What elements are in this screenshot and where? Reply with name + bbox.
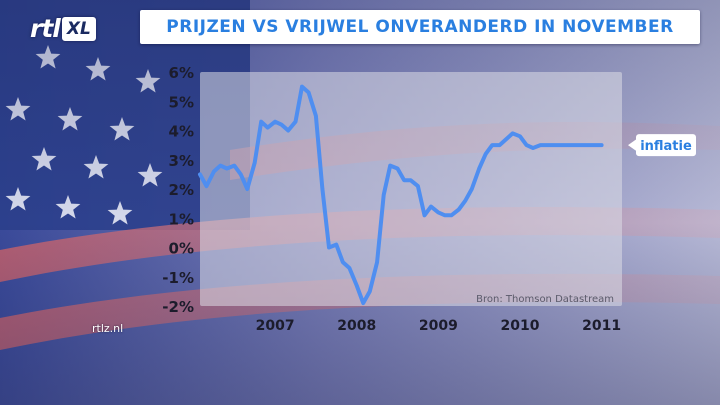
data-point [525,144,528,146]
data-point [301,86,303,88]
data-point [491,144,493,146]
series-label-text: inflatie [640,139,692,154]
data-point [450,214,452,216]
data-point [376,261,378,263]
data-point [403,179,405,181]
series-line-inflatie [198,84,604,306]
data-point [348,267,350,269]
data-point [246,188,248,190]
data-point [369,290,371,292]
data-point [430,206,432,208]
x-tick-label: 2008 [337,318,376,334]
x-tick-label: 2009 [419,318,458,334]
data-point [505,138,507,140]
data-point [587,144,589,146]
data-point [342,261,344,263]
data-point [233,165,235,167]
y-axis: 6% 5% 4% 3% 2% 1% 0% -1% -2% [162,64,194,316]
data-point [519,135,521,137]
y-tick-label: 0% [169,240,194,258]
data-point [580,144,582,146]
data-point [321,188,323,190]
data-point [601,144,603,146]
title-bar: PRIJZEN VS VRIJWEL ONVERANDERD IN NOVEMB… [140,10,700,44]
data-point [539,144,542,146]
data-point [205,185,208,187]
data-point [437,211,439,213]
data-point [267,127,269,129]
y-tick-label: 6% [169,64,194,82]
channel-logo: rtl XL [30,14,96,43]
y-tick-label: 3% [169,152,194,170]
x-tick-label: 2007 [256,318,295,334]
data-point [444,214,446,216]
data-point [566,144,568,146]
source-note: Bron: Thomson Datastream [476,294,614,305]
data-point [315,115,317,117]
plot-area [200,72,622,306]
data-point [511,132,514,134]
data-point [573,144,575,146]
data-point [389,165,391,167]
data-point [199,173,201,175]
data-point [335,244,337,246]
data-point [546,144,548,146]
logo-xl-badge: XL [61,16,96,41]
data-point [226,167,228,170]
x-tick-label: 2010 [500,318,539,334]
logo-rtl-text: rtl [30,14,61,43]
data-point [219,165,221,167]
data-point [356,284,358,287]
data-point [593,144,595,146]
data-point [560,144,562,146]
y-tick-label: 1% [169,210,194,228]
data-point [396,167,399,170]
data-point [532,147,534,149]
data-point [464,200,466,202]
series-label-box [636,134,696,157]
series-points [199,86,603,304]
site-url[interactable]: rtlz.nl [92,322,124,335]
series-label-inflatie: inflatie [628,134,696,157]
data-point [458,208,460,211]
y-tick-label: 5% [169,93,194,111]
x-axis: 2007 2008 2009 2010 2011 [256,318,621,334]
data-point [417,185,419,187]
y-tick-label: -1% [162,269,194,287]
data-point [260,121,262,123]
data-point [478,167,480,170]
data-point [254,162,256,164]
x-tick-label: 2011 [582,318,621,334]
data-point [213,170,215,173]
data-point [240,173,242,175]
data-point [423,214,426,216]
data-point [328,246,330,249]
data-point [274,121,276,123]
data-point [383,194,385,196]
chart-title: PRIJZEN VS VRIJWEL ONVERANDERD IN NOVEMB… [166,17,674,37]
series-label-pointer [628,138,638,153]
y-tick-label: 2% [169,181,194,199]
data-point [552,144,555,146]
data-point [294,121,297,123]
data-point [281,124,283,126]
data-point [499,144,501,146]
data-point [308,91,310,94]
data-point [485,153,487,155]
y-tick-label: -2% [162,298,194,316]
data-point [362,302,364,304]
y-tick-label: 4% [169,123,194,141]
data-point [287,129,289,132]
data-point [410,179,412,181]
data-point [471,188,473,190]
